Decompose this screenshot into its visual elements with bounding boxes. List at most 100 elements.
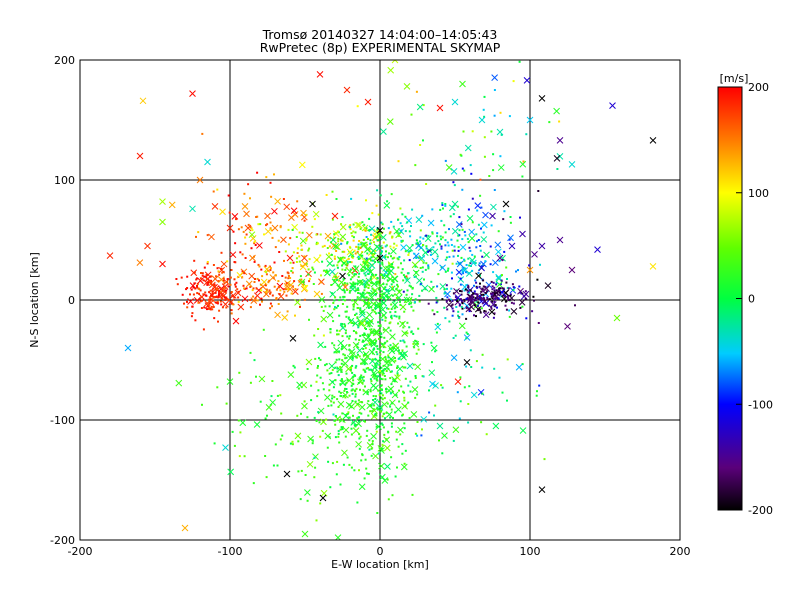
data-point-dot	[375, 293, 377, 295]
data-point-dot	[283, 259, 285, 262]
data-point-dot	[364, 352, 366, 355]
data-point-cross	[496, 128, 504, 136]
data-point-dot	[467, 403, 470, 405]
data-point-dot	[361, 376, 364, 379]
data-point-cross	[420, 415, 428, 423]
data-point-dot	[414, 275, 417, 278]
data-point-dot	[416, 342, 419, 345]
data-point-cross	[324, 432, 332, 440]
data-point-dot	[291, 443, 294, 446]
data-point-dot	[190, 288, 193, 291]
data-point-cross	[483, 251, 490, 259]
data-point-dot	[504, 304, 507, 307]
data-point-dot	[380, 422, 383, 425]
data-point-dot	[380, 273, 382, 276]
data-point-dot	[389, 377, 392, 380]
data-point-dot	[479, 178, 482, 181]
data-point-dot	[214, 301, 217, 304]
data-point-dot	[384, 255, 387, 258]
data-point-dot	[253, 281, 256, 283]
data-point-cross	[434, 323, 442, 331]
data-point-dot	[422, 343, 425, 346]
data-point-dot	[398, 349, 400, 352]
data-point-dot	[400, 239, 403, 242]
data-point-dot	[361, 340, 364, 343]
data-point-dot	[386, 256, 389, 259]
data-point-dot	[386, 478, 389, 481]
data-point-dot	[385, 370, 388, 372]
data-point-dot	[493, 291, 496, 294]
data-point-dot	[408, 326, 411, 329]
data-point-dot	[185, 288, 188, 291]
data-point-dot	[344, 269, 347, 271]
data-point-dot	[305, 213, 308, 216]
data-point-dot	[265, 289, 268, 292]
data-point-dot	[269, 227, 272, 230]
data-point-dot	[180, 276, 183, 279]
data-point-cross	[544, 282, 552, 289]
data-point-cross	[189, 282, 197, 289]
data-point-dot	[401, 239, 404, 242]
data-point-dot	[206, 282, 209, 284]
data-point-cross	[361, 241, 368, 249]
data-point-dot	[502, 218, 505, 221]
data-point-dot	[402, 339, 405, 342]
data-point-dot	[452, 181, 455, 184]
data-point-dot	[395, 287, 398, 290]
data-point-dot	[250, 247, 253, 250]
data-point-dot	[365, 434, 368, 437]
data-point-dot	[385, 244, 388, 247]
data-point-cross	[218, 291, 226, 299]
data-point-dot	[509, 293, 512, 296]
data-point-dot	[305, 239, 308, 242]
data-point-dot	[330, 400, 333, 403]
data-point-cross	[399, 320, 406, 328]
data-point-dot	[492, 169, 495, 172]
data-point-dot	[337, 406, 340, 408]
data-point-dot	[193, 282, 196, 285]
data-point-dot	[504, 300, 507, 303]
data-point-dot	[474, 297, 477, 300]
data-point-dot	[394, 310, 397, 313]
data-point-dot	[340, 395, 343, 398]
data-point-dot	[477, 309, 479, 312]
data-point-dot	[386, 200, 389, 203]
data-point-dot	[328, 245, 331, 248]
data-point-dot	[237, 228, 240, 231]
data-point-dot	[420, 282, 423, 285]
data-point-dot	[315, 243, 318, 246]
data-point-dot	[377, 311, 380, 314]
data-point-dot	[211, 293, 214, 296]
data-point-dot	[384, 360, 387, 363]
data-point-dot	[501, 274, 503, 277]
data-point-dot	[458, 216, 461, 219]
data-point-dot	[316, 395, 319, 398]
data-point-dot	[381, 250, 383, 253]
data-point-dot	[269, 302, 272, 305]
data-point-dot	[458, 417, 461, 420]
data-point-dot	[468, 264, 471, 267]
data-point-cross	[341, 360, 349, 367]
data-point-cross	[455, 221, 463, 228]
data-point-dot	[317, 328, 320, 330]
data-point-dot	[467, 208, 470, 211]
data-point-dot	[281, 434, 284, 437]
data-point-dot	[335, 415, 337, 417]
data-point-cross	[239, 419, 247, 427]
data-point-dot	[298, 260, 301, 263]
data-point-dot	[202, 279, 205, 282]
data-point-cross	[369, 247, 377, 255]
data-point-cross	[381, 401, 388, 408]
data-point-dot	[303, 255, 306, 258]
data-point-dot	[390, 370, 393, 373]
data-point-dot	[482, 285, 485, 288]
data-point-dot	[380, 290, 383, 293]
data-point-dot	[213, 317, 216, 320]
data-point-cross	[356, 279, 364, 286]
data-point-dot	[346, 262, 349, 265]
data-point-cross	[450, 354, 458, 362]
data-point-dot	[280, 412, 283, 415]
data-point-dot	[369, 389, 372, 391]
data-point-dot	[468, 385, 471, 388]
